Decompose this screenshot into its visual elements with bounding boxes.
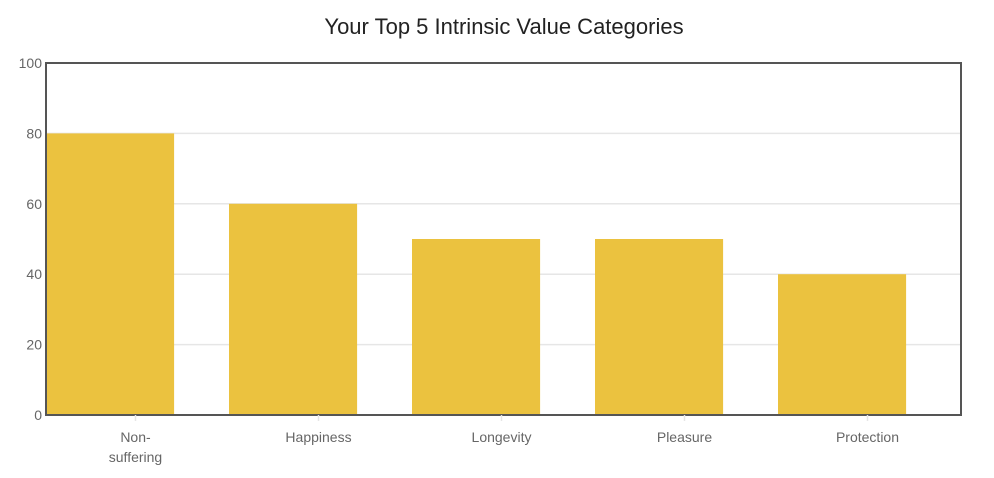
x-category-label: Protection xyxy=(836,429,899,445)
y-tick-label: 60 xyxy=(26,196,42,212)
x-category-label: Non- xyxy=(120,429,151,445)
y-tick-label: 0 xyxy=(34,407,42,423)
y-tick-label: 40 xyxy=(26,266,42,282)
chart-title: Your Top 5 Intrinsic Value Categories xyxy=(324,14,683,39)
x-category-label: suffering xyxy=(109,449,162,465)
bars xyxy=(46,133,907,415)
bar-non-suffering xyxy=(46,133,175,415)
y-tick-label: 80 xyxy=(26,125,42,141)
bar-longevity xyxy=(412,239,541,415)
y-tick-label: 20 xyxy=(26,337,42,353)
x-category-label: Happiness xyxy=(285,429,351,445)
x-category-label: Pleasure xyxy=(657,429,712,445)
y-axis-ticks: 0 20 40 60 80 100 xyxy=(19,55,43,423)
bar-pleasure xyxy=(595,239,724,415)
plot-frame xyxy=(45,62,962,416)
bar-protection xyxy=(778,274,907,415)
bar-happiness xyxy=(229,203,358,415)
x-axis-labels: Non-suffering Happiness Longevity Pleasure P… xyxy=(109,415,899,465)
x-category-label: Longevity xyxy=(472,429,532,445)
y-tick-label: 100 xyxy=(19,55,43,71)
